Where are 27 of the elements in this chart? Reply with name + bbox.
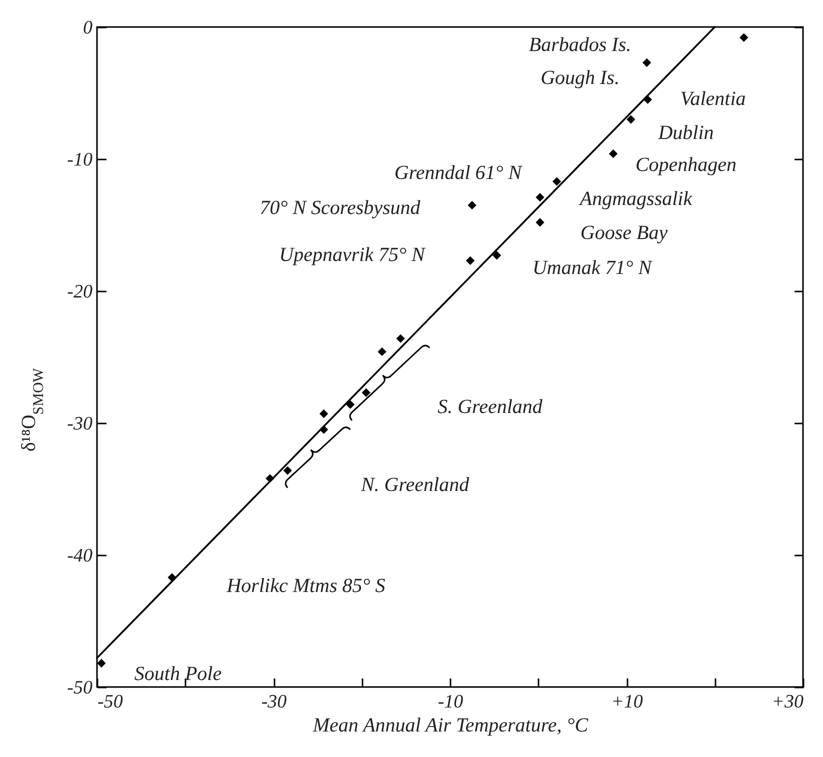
annotation: Angmagssalik <box>578 188 694 210</box>
annotation: Grenndal 61° N <box>394 162 524 184</box>
y-tick-label: -40 <box>67 546 93 566</box>
annotation: S. Greenland <box>438 396 544 418</box>
y-tick-label: 0 <box>83 18 93 38</box>
annotation: N. Greenland <box>360 474 470 496</box>
y-tick-label: -30 <box>67 414 93 434</box>
x-tick-label: -10 <box>438 692 464 712</box>
annotation: 70° N Scoresbysund <box>260 197 422 219</box>
annotation: Upepnavrik 75° N <box>279 244 427 266</box>
annotation: South Pole <box>134 663 222 685</box>
x-tick-label: -30 <box>261 692 288 712</box>
annotation: Dublin <box>657 122 714 144</box>
annotation: Valentia <box>680 88 746 110</box>
annotation: Horlikc Mtms 85° S <box>226 575 386 597</box>
y-tick-label: -50 <box>67 678 93 698</box>
annotation: Goose Bay <box>580 222 668 244</box>
y-tick-label: -20 <box>67 282 93 302</box>
annotation: Umanak 71° N <box>532 257 654 279</box>
annotation: Barbados Is. <box>528 34 632 56</box>
y-tick-label: -10 <box>67 150 93 170</box>
x-tick-label: +10 <box>611 692 644 712</box>
annotation: Copenhagen <box>635 154 737 176</box>
x-tick-label: +30 <box>772 692 804 712</box>
x-tick-label: -50 <box>98 692 124 712</box>
annotation: Gough Is. <box>540 67 620 89</box>
x-axis-title: Mean Annual Air Temperature, °C <box>312 714 589 736</box>
